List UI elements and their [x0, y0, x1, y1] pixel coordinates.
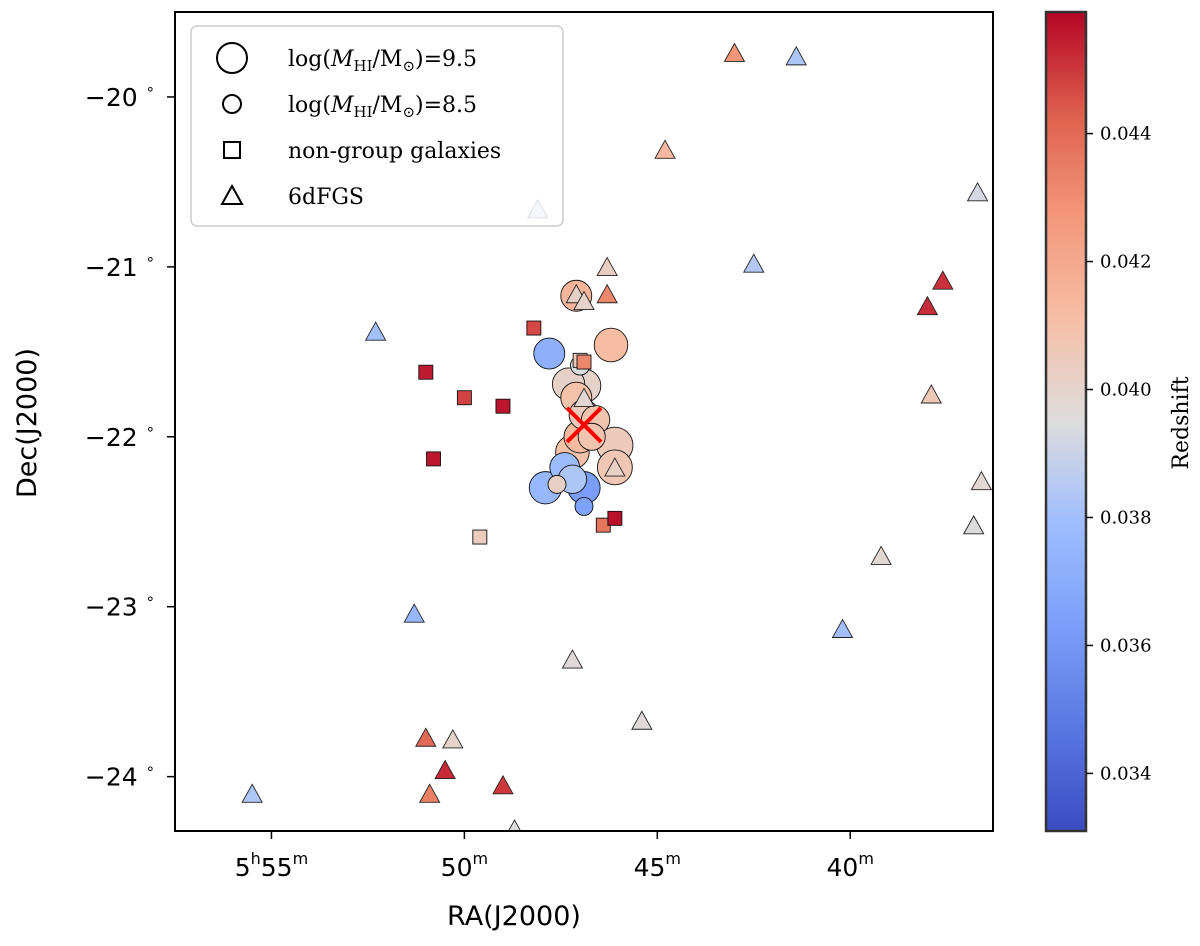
colorbar: 0.034 0.036 0.038 0.040 0.042 0.044 Redshift: [1044, 10, 1194, 833]
y-tick-label: −22 ∘: [85, 420, 155, 452]
legend-marker-triangle: [220, 183, 244, 205]
6dfgs-point: [561, 649, 584, 669]
6dfgs-point: [785, 45, 807, 66]
legend: log(MHI/M⊙)=9.5 log(MHI/M⊙)=8.5 non-grou…: [190, 25, 564, 227]
legend-marker-small-circle: [222, 94, 242, 114]
legend-entry-non-group: non-group galaxies: [288, 139, 501, 164]
y-tick-label: −21 ∘: [85, 250, 155, 282]
group-galaxy-point: [593, 327, 629, 363]
6dfgs-point: [870, 545, 892, 565]
6dfgs-point: [573, 387, 595, 407]
y-axis-label: Dec(J2000): [12, 348, 43, 498]
y-axis-ticks: −20 ∘ −21 ∘ −22 ∘ −23 ∘ −24 ∘: [85, 80, 175, 792]
y-tick-label: −24 ∘: [85, 760, 155, 792]
group-galaxy-point: [533, 337, 566, 370]
non-group-galaxy-point: [426, 451, 441, 467]
colorbar-tick-label: 0.044: [1100, 124, 1152, 145]
colorbar-ticks: 0.034 0.036 0.038 0.040 0.042 0.044: [1086, 124, 1152, 784]
colorbar-tick-label: 0.040: [1100, 380, 1152, 401]
x-tick-label: 50m: [441, 849, 488, 882]
6dfgs-point: [970, 470, 993, 491]
6dfgs-point: [364, 321, 387, 341]
6dfgs-point: [962, 514, 985, 535]
legend-entry-high-mass: log(MHI/M⊙)=9.5: [288, 47, 477, 75]
x-tick-label: 45m: [634, 849, 681, 882]
group-galaxy-point: [547, 474, 567, 494]
6dfgs-point: [442, 729, 464, 749]
colorbar-tick-label: 0.034: [1100, 763, 1152, 784]
data-points: [241, 42, 993, 831]
y-tick-label: −20 ∘: [85, 80, 155, 112]
colorbar-gradient: [1044, 10, 1088, 833]
non-group-galaxy-point: [495, 398, 511, 414]
6dfgs-point: [654, 139, 676, 159]
plot-frame: [174, 11, 994, 832]
6dfgs-point: [916, 295, 939, 316]
6dfgs-point: [966, 181, 989, 202]
6dfgs-point: [631, 710, 653, 730]
colorbar-tick-label: 0.036: [1100, 635, 1152, 656]
6dfgs-point: [241, 783, 263, 803]
non-group-galaxy-point: [576, 354, 592, 370]
6dfgs-point: [415, 727, 437, 747]
group-galaxy-point: [577, 422, 606, 451]
6dfgs-point: [403, 603, 425, 623]
6dfgs-point: [920, 384, 943, 404]
6dfgs-point: [418, 783, 441, 803]
legend-marker-square: [223, 141, 241, 159]
non-group-galaxy-point: [456, 390, 472, 406]
legend-box: [190, 25, 564, 227]
6dfgs-point: [596, 283, 618, 304]
x-tick-label: 40m: [827, 849, 874, 882]
6dfgs-point: [743, 253, 765, 273]
non-group-galaxy-point: [472, 529, 488, 545]
6dfgs-point: [723, 42, 746, 62]
6dfgs-point: [596, 256, 618, 277]
6dfgs-point: [932, 270, 954, 290]
6dfgs-point: [492, 774, 514, 795]
colorbar-tick-label: 0.042: [1100, 252, 1152, 273]
x-axis-ticks: 5h55m 50m 45m 40m: [235, 831, 874, 882]
y-tick-label: −23 ∘: [85, 590, 155, 622]
6dfgs-point: [573, 290, 595, 311]
non-group-galaxy-point: [526, 320, 542, 336]
6dfgs-point: [604, 457, 626, 477]
group-galaxy-point: [574, 497, 594, 516]
non-group-galaxy-point: [418, 364, 434, 380]
x-axis-label: RA(J2000): [447, 901, 581, 932]
legend-entry-low-mass: log(MHI/M⊙)=8.5: [288, 93, 477, 121]
6dfgs-point: [507, 819, 522, 831]
colorbar-label: Redshift: [1169, 376, 1194, 469]
legend-marker-large-circle: [216, 42, 248, 74]
group-center-stroke: [565, 406, 603, 444]
colorbar-tick-label: 0.038: [1100, 507, 1152, 528]
6dfgs-point: [434, 759, 456, 779]
6dfgs-point: [831, 618, 854, 638]
group-center-marker: [565, 406, 603, 444]
non-group-galaxy-point: [607, 510, 623, 526]
legend-entry-6dfgs: 6dFGS: [288, 185, 364, 210]
x-tick-label: 5h55m: [235, 849, 308, 882]
